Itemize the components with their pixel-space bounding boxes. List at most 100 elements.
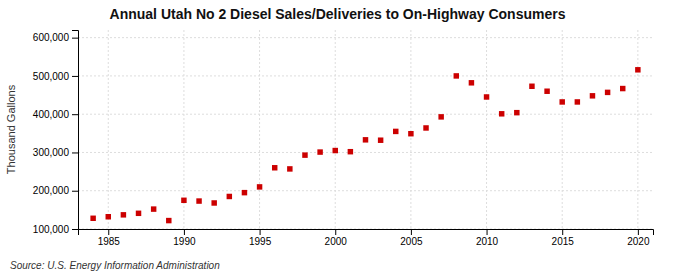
point	[575, 99, 580, 104]
point	[272, 165, 277, 170]
tick-label: 1990	[173, 236, 196, 247]
point	[529, 84, 534, 89]
point	[499, 111, 504, 116]
tick: 2000	[325, 229, 348, 247]
point	[590, 93, 595, 98]
point	[287, 166, 292, 171]
point	[166, 218, 171, 223]
grid-line	[78, 152, 653, 153]
tick-label: 500,000	[33, 71, 70, 82]
grid-line	[78, 114, 653, 115]
tick: 2020	[627, 229, 650, 247]
tick-label: 2015	[552, 236, 575, 247]
tick-mark	[72, 38, 78, 39]
tick: 600,000	[33, 32, 78, 43]
tick-mark	[184, 229, 185, 235]
point	[469, 80, 474, 85]
plot-area: 1985 1990 1995 2000 2005 2010 2015 2020 100,000 2…	[33, 30, 654, 247]
grid-line	[78, 190, 653, 191]
tick-label: 1985	[98, 236, 121, 247]
point	[211, 200, 216, 205]
axis-line	[72, 31, 79, 230]
tick: 200,000	[33, 185, 78, 196]
tick-label: 2020	[627, 236, 650, 247]
point	[121, 212, 126, 217]
tick-mark	[72, 229, 78, 230]
tick-mark	[260, 229, 261, 235]
grid-line	[259, 30, 260, 229]
point	[151, 206, 156, 211]
point	[378, 137, 383, 142]
point	[438, 114, 443, 119]
grid-line	[335, 30, 336, 229]
point	[544, 88, 549, 93]
point	[181, 198, 186, 203]
point	[635, 67, 640, 72]
tick: 300,000	[33, 147, 78, 158]
tick-label: 600,000	[33, 32, 70, 43]
tick-mark	[72, 114, 78, 115]
point	[242, 190, 247, 195]
point	[454, 73, 459, 78]
tick-label: 1995	[249, 236, 272, 247]
point	[196, 198, 201, 203]
grid-line	[78, 37, 653, 38]
point	[136, 211, 141, 216]
point	[317, 149, 322, 154]
point	[514, 110, 519, 115]
grid-line	[486, 30, 487, 229]
tick-mark	[411, 229, 412, 235]
point	[332, 148, 337, 153]
tick-mark	[108, 229, 109, 235]
tick: 1990	[173, 229, 196, 247]
tick-label: 300,000	[33, 147, 70, 158]
point	[302, 152, 307, 157]
y-axis-title: Thousand Gallons	[5, 84, 17, 174]
tick-mark	[562, 229, 563, 235]
point	[393, 129, 398, 134]
tick: 2015	[552, 229, 575, 247]
tick-label: 2000	[325, 236, 348, 247]
point	[605, 90, 610, 95]
y-axis: 100,000 200,000 300,000 400,000 500,000 600,0…	[33, 31, 79, 235]
tick-label: 400,000	[33, 109, 70, 120]
tick-label: 100,000	[33, 224, 70, 235]
x-axis: 1985 1990 1995 2000 2005 2010 2015 2020	[79, 229, 654, 247]
grid-line	[637, 30, 638, 229]
point	[227, 194, 232, 199]
point	[423, 125, 428, 130]
title: Annual Utah No 2 Diesel Sales/Deliveries…	[110, 6, 566, 22]
tick-mark	[72, 191, 78, 192]
point	[106, 214, 111, 219]
point	[620, 86, 625, 91]
point	[257, 184, 262, 189]
axis-line	[79, 230, 654, 236]
grid-line	[108, 30, 109, 229]
grid-line	[410, 30, 411, 229]
points	[90, 67, 640, 223]
chart: 1985 1990 1995 2000 2005 2010 2015 2020 100,000 2…	[0, 0, 675, 275]
annotation: Source: U.S. Energy Information Administ…	[10, 260, 220, 271]
grid-line	[78, 75, 653, 76]
point	[484, 94, 489, 99]
tick: 1995	[249, 229, 272, 247]
tick-label: 2005	[400, 236, 423, 247]
grid-line	[562, 30, 563, 229]
tick: 1985	[98, 229, 121, 247]
tick-mark	[638, 229, 639, 235]
tick: 2005	[400, 229, 423, 247]
tick: 2010	[476, 229, 499, 247]
tick-mark	[72, 152, 78, 153]
grid	[78, 30, 653, 229]
tick: 400,000	[33, 109, 78, 120]
tick-label: 2010	[476, 236, 499, 247]
tick: 100,000	[33, 224, 78, 235]
tick-mark	[487, 229, 488, 235]
tick: 500,000	[33, 71, 78, 82]
point	[408, 131, 413, 136]
tick-mark	[72, 76, 78, 77]
point	[363, 137, 368, 142]
tick-label: 200,000	[33, 185, 70, 196]
point	[559, 99, 564, 104]
point	[90, 216, 95, 221]
